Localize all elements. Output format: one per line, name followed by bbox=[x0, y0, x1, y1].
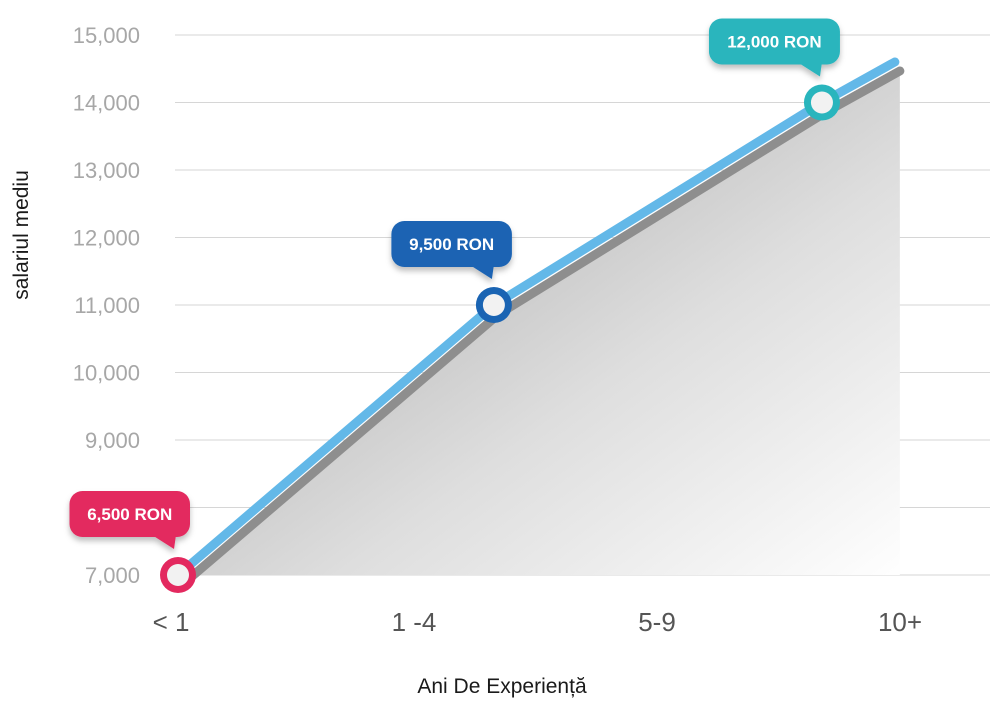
callout-pointer bbox=[469, 265, 494, 279]
y-tick-label: 7,000 bbox=[85, 563, 140, 588]
y-tick-label: 9,000 bbox=[85, 428, 140, 453]
data-point-center bbox=[167, 564, 189, 586]
x-tick-label: 1 -4 bbox=[392, 607, 437, 637]
x-axis-title: Ani De Experiență bbox=[417, 675, 587, 698]
value-callout: 6,500 RON bbox=[69, 491, 190, 549]
data-point-center bbox=[482, 294, 505, 316]
series-shadow-line bbox=[178, 66, 905, 589]
x-tick-label: < 1 bbox=[153, 607, 190, 637]
y-tick-label: 13,000 bbox=[73, 158, 140, 183]
area-fill bbox=[183, 71, 900, 584]
callout-pointer bbox=[152, 535, 176, 549]
callout-label: 9,500 RON bbox=[409, 235, 494, 254]
area-shadow-fill bbox=[183, 71, 900, 584]
callout-box bbox=[69, 491, 190, 537]
data-points bbox=[160, 84, 840, 593]
y-tick-label: 15,000 bbox=[73, 23, 140, 48]
y-tick-label: 11,000 bbox=[74, 293, 140, 318]
x-axis-ticks: < 1 1 -4 5-9 10+ bbox=[153, 607, 922, 637]
x-tick-label: 10+ bbox=[878, 607, 922, 637]
callout-label: 6,500 RON bbox=[87, 505, 172, 524]
y-tick-label: 10,000 bbox=[73, 361, 140, 386]
value-callouts: 6,500 RON 9,500 RON 12,000 RON bbox=[69, 18, 840, 549]
value-callout: 12,000 RON bbox=[708, 18, 840, 77]
callout-label: 12,000 RON bbox=[727, 33, 822, 52]
callout-pointer bbox=[797, 62, 822, 77]
y-axis-ticks: 15,000 14,000 13,000 12,000 11,000 10,000 9,00… bbox=[73, 23, 140, 588]
x-tick-label: 5-9 bbox=[638, 607, 676, 637]
y-tick-label: 12,000 bbox=[73, 226, 140, 251]
callout-box bbox=[708, 18, 840, 65]
data-point-center bbox=[810, 91, 833, 114]
value-callout: 9,500 RON bbox=[391, 221, 512, 279]
y-tick-label: 14,000 bbox=[73, 91, 140, 116]
series-lines bbox=[173, 57, 905, 589]
series-line bbox=[173, 57, 900, 580]
y-axis-title: salariul mediu bbox=[10, 170, 33, 300]
callout-box bbox=[391, 221, 512, 267]
